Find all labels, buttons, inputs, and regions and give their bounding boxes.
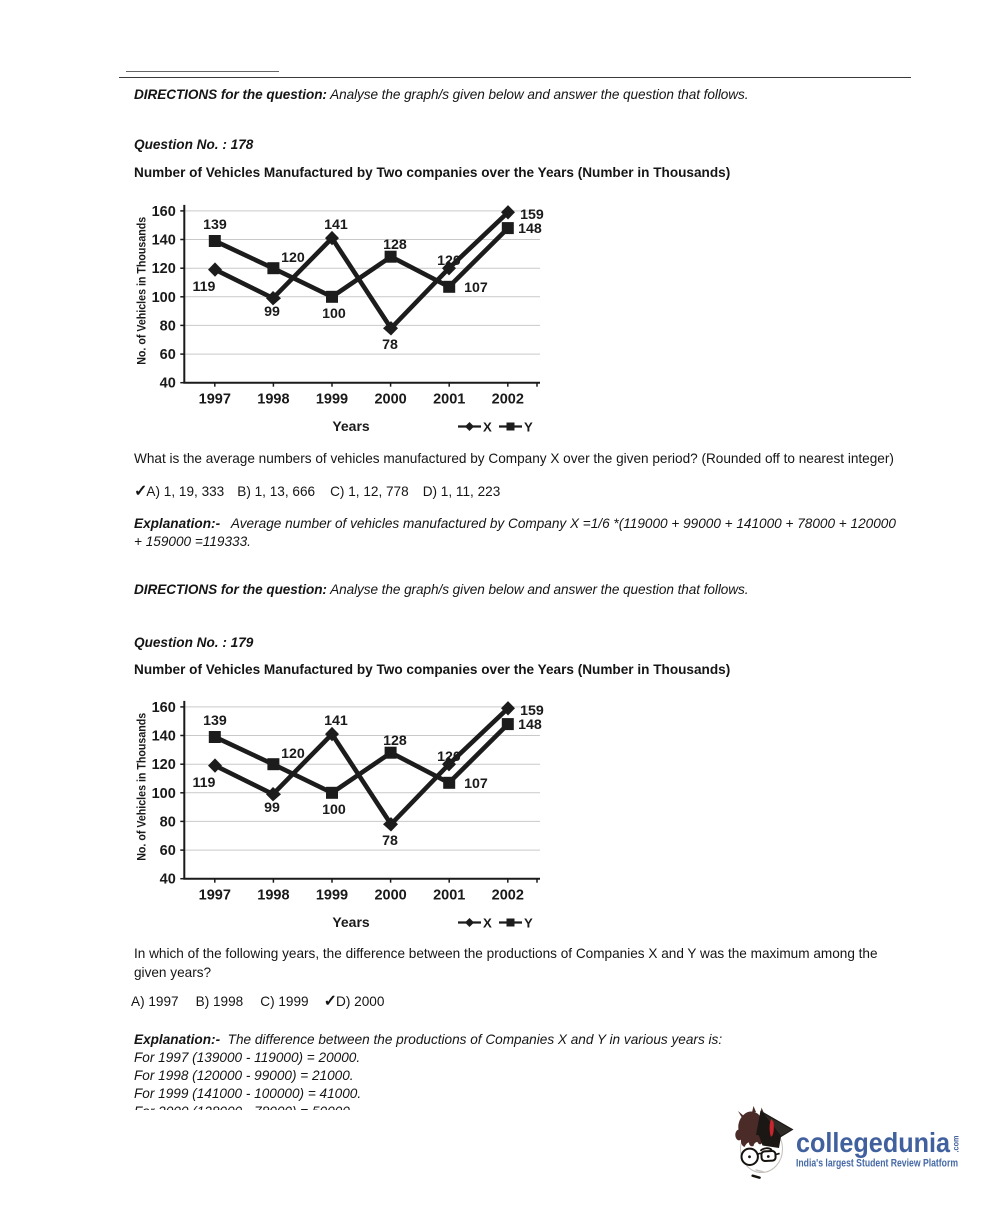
svg-text:159: 159 (520, 207, 544, 223)
svg-text:1999: 1999 (316, 392, 348, 408)
svg-text:2001: 2001 (433, 888, 465, 904)
svg-text:2000: 2000 (374, 392, 406, 408)
svg-text:128: 128 (383, 733, 407, 749)
svg-text:99: 99 (264, 304, 280, 320)
svg-text:120: 120 (152, 757, 176, 773)
svg-text:India's largest Student Review: India's largest Student Review Platform (796, 1158, 958, 1170)
svg-text:128: 128 (383, 237, 407, 253)
svg-text:60: 60 (160, 843, 176, 859)
svg-text:120: 120 (437, 749, 461, 765)
svg-text:2002: 2002 (492, 392, 524, 408)
svg-text:100: 100 (322, 802, 346, 818)
svg-text:40: 40 (160, 872, 176, 888)
svg-text:140: 140 (152, 233, 176, 249)
svg-text:Y: Y (524, 916, 533, 931)
svg-text:1998: 1998 (257, 888, 289, 904)
svg-text:2002: 2002 (492, 888, 524, 904)
svg-text:Y: Y (524, 420, 533, 435)
svg-text:1997: 1997 (199, 392, 231, 408)
svg-text:139: 139 (203, 217, 227, 233)
svg-text:148: 148 (518, 221, 542, 237)
svg-text:139: 139 (203, 713, 227, 729)
svg-text:99: 99 (264, 800, 280, 816)
svg-text:Years: Years (332, 914, 370, 930)
svg-text:160: 160 (152, 700, 176, 716)
svg-text:Years: Years (332, 418, 370, 434)
svg-text:40: 40 (160, 376, 176, 392)
svg-text:159: 159 (520, 703, 544, 719)
svg-text:60: 60 (160, 347, 176, 363)
svg-text:107: 107 (464, 776, 488, 792)
svg-text:X: X (483, 916, 492, 931)
svg-text:119: 119 (193, 279, 216, 295)
svg-text:2001: 2001 (433, 392, 465, 408)
svg-text:141: 141 (324, 713, 348, 729)
svg-text:80: 80 (160, 814, 176, 830)
svg-text:No. of Vehicles in Thousands: No. of Vehicles in Thousands (136, 217, 148, 365)
svg-text:80: 80 (160, 318, 176, 334)
svg-text:1998: 1998 (257, 392, 289, 408)
svg-text:2000: 2000 (374, 888, 406, 904)
svg-text:160: 160 (152, 204, 176, 220)
svg-text:78: 78 (382, 337, 398, 353)
svg-text:100: 100 (322, 306, 346, 322)
svg-text:141: 141 (324, 217, 348, 233)
svg-text:120: 120 (281, 746, 305, 762)
svg-text:119: 119 (193, 775, 216, 791)
svg-text:100: 100 (152, 786, 176, 802)
svg-text:107: 107 (464, 280, 488, 296)
svg-text:120: 120 (281, 250, 305, 266)
svg-text:78: 78 (382, 833, 398, 849)
svg-text:X: X (483, 420, 492, 435)
svg-text:1997: 1997 (199, 888, 231, 904)
svg-text:collegedunia: collegedunia (796, 1127, 951, 1158)
svg-text:No. of Vehicles in Thousands: No. of Vehicles in Thousands (136, 713, 148, 861)
svg-text:1999: 1999 (316, 888, 348, 904)
svg-text:100: 100 (152, 290, 176, 306)
svg-text:120: 120 (152, 261, 176, 277)
svg-text:148: 148 (518, 717, 542, 733)
svg-text:.com: .com (951, 1135, 961, 1152)
svg-text:140: 140 (152, 729, 176, 745)
svg-text:120: 120 (437, 253, 461, 269)
